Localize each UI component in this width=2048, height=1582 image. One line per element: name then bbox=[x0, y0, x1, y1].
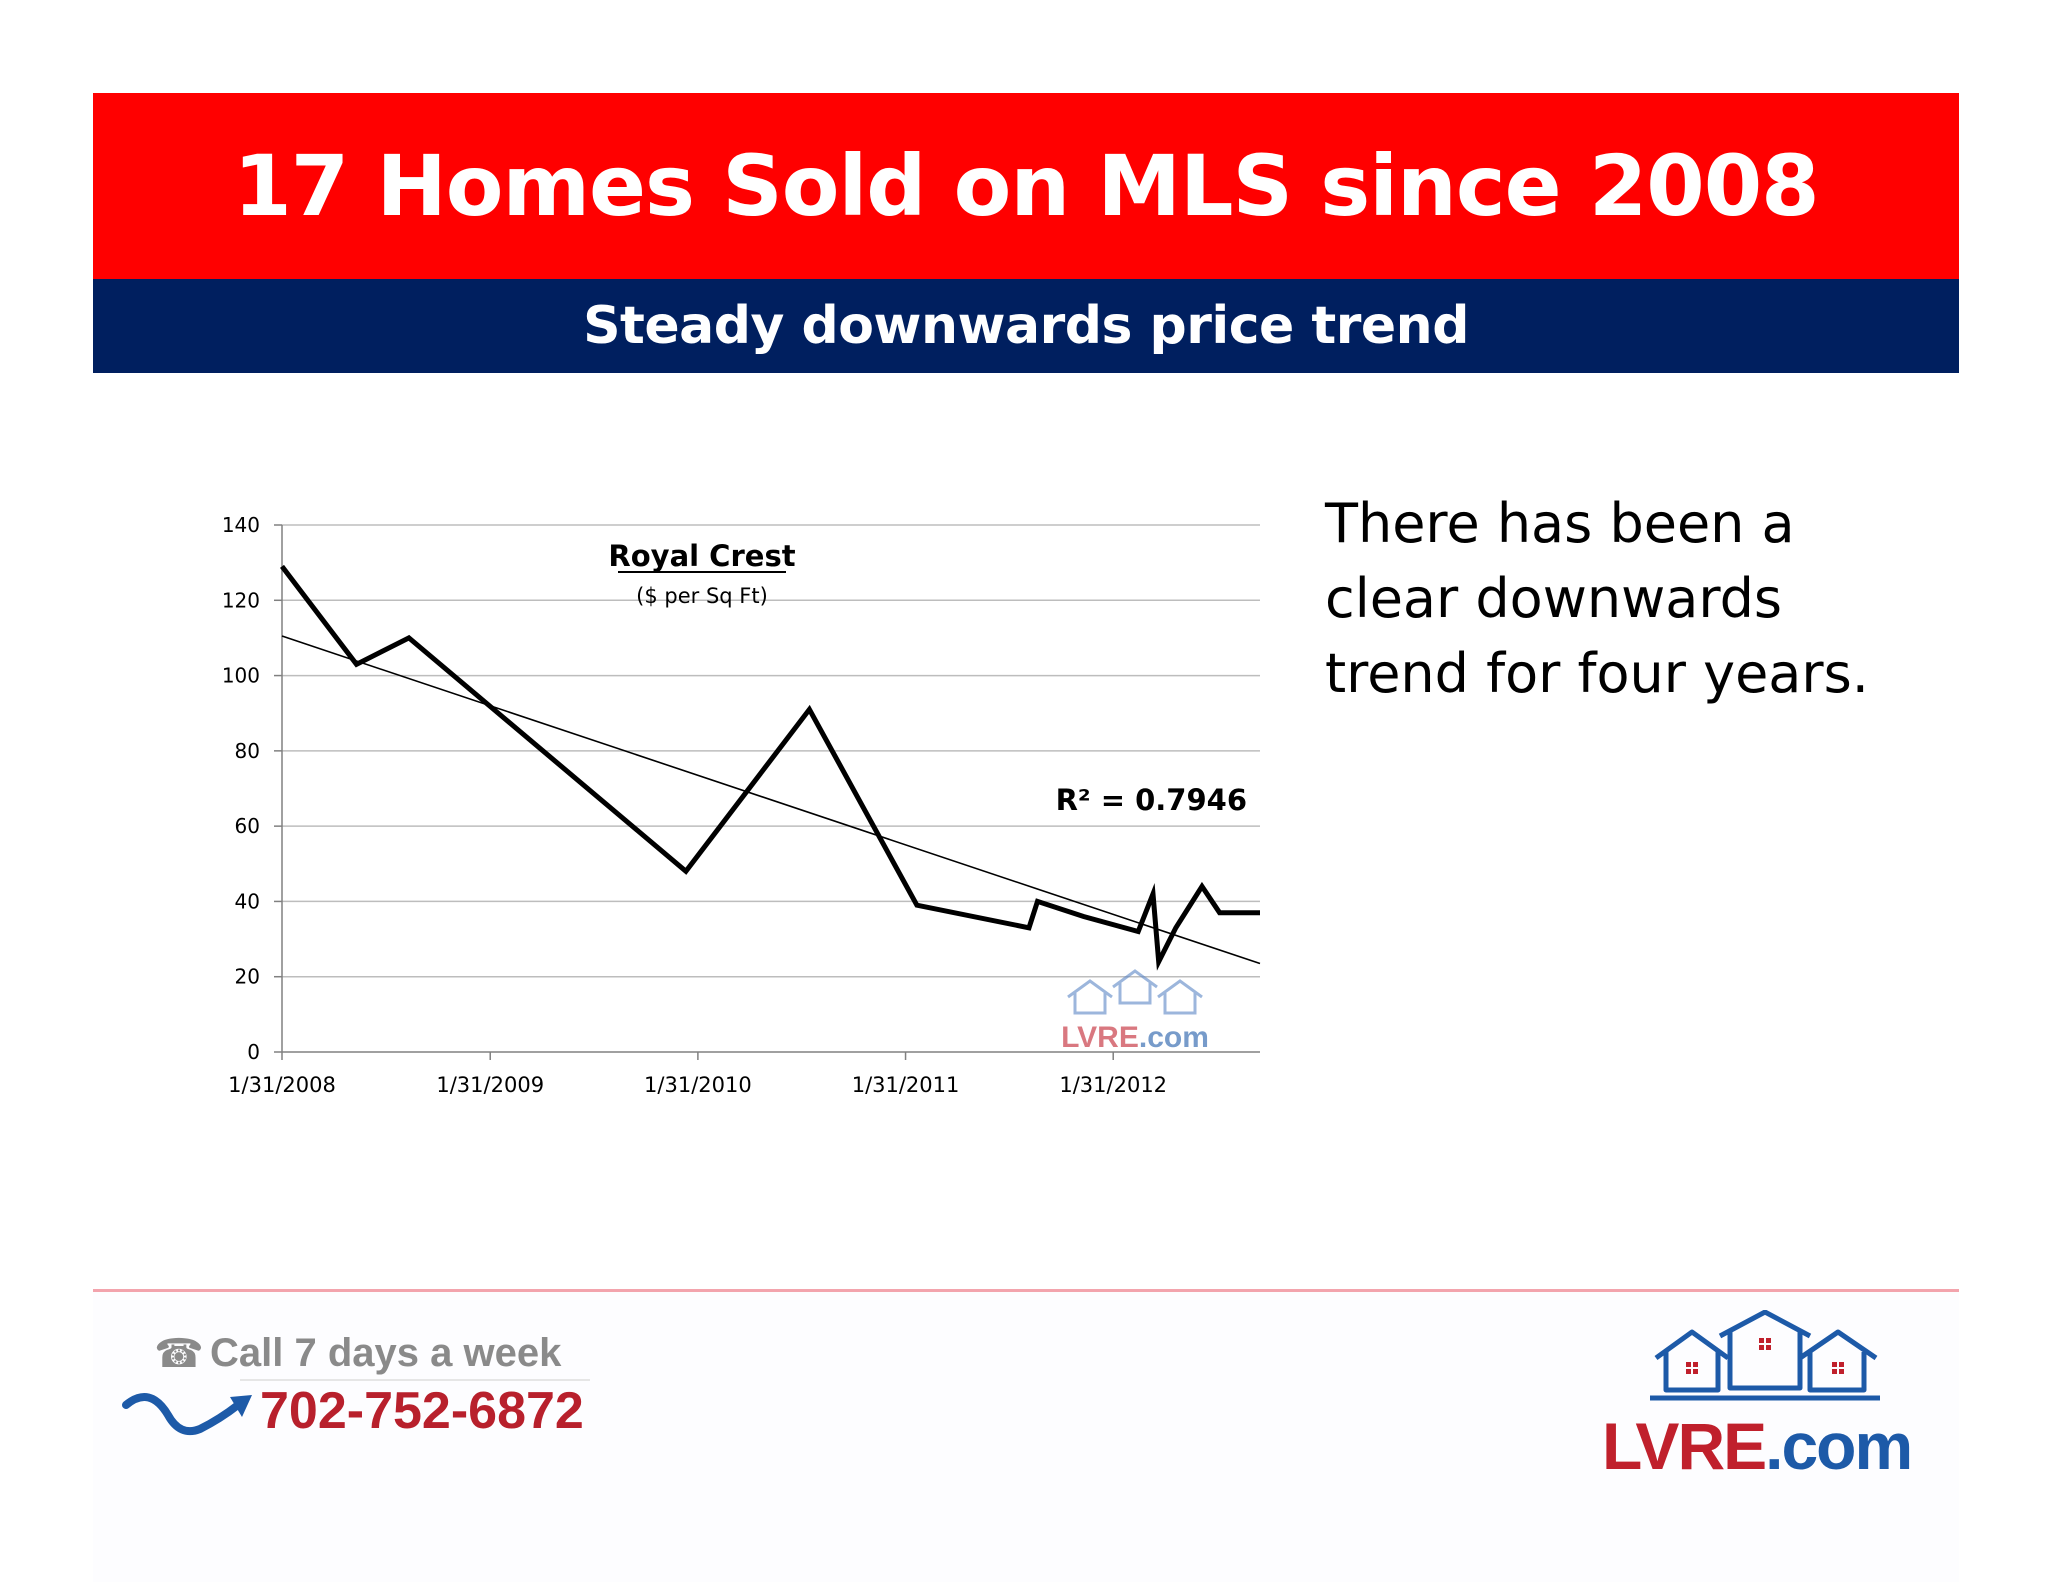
logo-text-part2: .com bbox=[1765, 1409, 1913, 1483]
call-badge[interactable]: ☎ Call 7 days a week 702-752-6872 bbox=[120, 1325, 610, 1450]
footer-divider bbox=[93, 1289, 1959, 1292]
logo-text-part1: LVRE bbox=[1602, 1409, 1767, 1483]
y-tick-label: 40 bbox=[235, 889, 260, 913]
title-banner: 17 Homes Sold on MLS since 2008 bbox=[93, 93, 1959, 279]
chart-title: Royal Crest bbox=[608, 539, 795, 573]
phone-icon: ☎ bbox=[154, 1332, 204, 1376]
price-series-line bbox=[280, 564, 1260, 971]
call-underline bbox=[240, 1379, 590, 1381]
y-tick-label: 60 bbox=[235, 814, 260, 838]
trend-description-line: There has been a bbox=[1325, 492, 1795, 555]
houses-logo-icon bbox=[1650, 1310, 1880, 1401]
trendline bbox=[281, 635, 1261, 965]
watermark-logo-icon bbox=[1067, 969, 1203, 1015]
trend-description: There has been a clear downwards trend f… bbox=[1325, 486, 1945, 711]
lvre-logo[interactable]: LVRE.com bbox=[1590, 1310, 1930, 1490]
y-tick-label: 80 bbox=[235, 739, 260, 763]
chart-subtitle: ($ per Sq Ft) bbox=[636, 584, 768, 608]
trend-description-line: clear downwards bbox=[1325, 567, 1782, 630]
call-label: Call 7 days a week bbox=[210, 1331, 562, 1375]
subtitle-banner: Steady downwards price trend bbox=[93, 279, 1959, 373]
y-tick-label: 20 bbox=[235, 965, 260, 989]
x-tick-label: 1/31/2009 bbox=[436, 1073, 544, 1097]
y-tick-label: 0 bbox=[247, 1040, 260, 1064]
price-chart: 0 20 40 60 80 100 120 140 1/31/2008 1/31/2009 1/31… bbox=[200, 500, 1280, 1120]
trend-description-line: trend for four years. bbox=[1325, 642, 1869, 705]
price-chart-svg: 0 20 40 60 80 100 120 140 1/31/2008 1/31/2009 1/31… bbox=[222, 513, 1261, 1097]
logo-text: LVRE.com bbox=[1602, 1408, 1913, 1484]
footer bbox=[93, 1292, 1959, 1582]
phone-number[interactable]: 702-752-6872 bbox=[260, 1382, 584, 1440]
x-tick-label: 1/31/2012 bbox=[1059, 1073, 1167, 1097]
x-tick-label: 1/31/2010 bbox=[644, 1073, 752, 1097]
page-subtitle: Steady downwards price trend bbox=[583, 296, 1469, 356]
r-squared-label: R² = 0.7946 bbox=[1056, 783, 1247, 817]
y-tick-label: 100 bbox=[222, 664, 260, 688]
y-tick-label: 120 bbox=[222, 588, 260, 612]
x-tick-label: 1/31/2011 bbox=[852, 1073, 960, 1097]
y-tick-label: 140 bbox=[222, 513, 260, 537]
watermark-text: LVRE.com bbox=[1061, 1021, 1209, 1054]
x-tick-label: 1/31/2008 bbox=[228, 1073, 336, 1097]
swoosh-arrow-icon bbox=[122, 1393, 252, 1436]
page-title: 17 Homes Sold on MLS since 2008 bbox=[233, 137, 1819, 235]
